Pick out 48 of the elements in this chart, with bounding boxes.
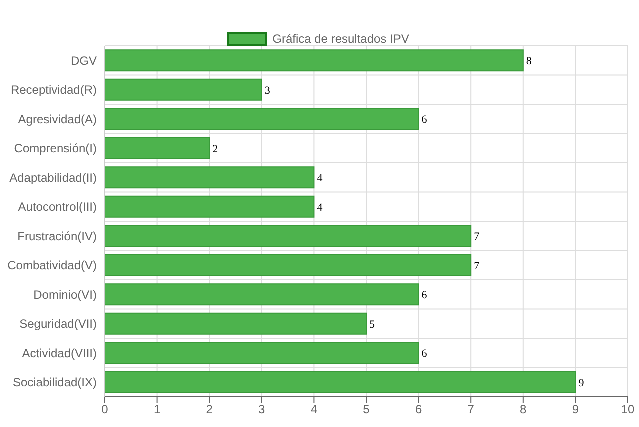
legend-label: Gráfica de resultados IPV bbox=[272, 32, 410, 46]
x-tick-label: 1 bbox=[154, 402, 161, 417]
x-tick-label: 3 bbox=[258, 402, 266, 417]
bar bbox=[105, 137, 210, 160]
bar bbox=[105, 50, 524, 72]
y-tick-label: Autocontrol(III) bbox=[18, 200, 97, 214]
y-tick-label: Dominio(VI) bbox=[34, 288, 97, 302]
y-tick-label: Combatividad(V) bbox=[8, 258, 97, 273]
x-tick-label: 0 bbox=[102, 402, 109, 417]
x-tick-label: 9 bbox=[572, 402, 580, 417]
x-tick-label: 7 bbox=[468, 402, 475, 417]
y-tick-label: Agresividad(A) bbox=[18, 112, 97, 126]
bar bbox=[105, 78, 262, 101]
bar bbox=[105, 312, 367, 335]
x-tick-label: 8 bbox=[520, 402, 528, 417]
data-label: 5 bbox=[370, 318, 376, 331]
y-tick-label: Actividad(VIII) bbox=[22, 346, 97, 360]
data-label: 3 bbox=[264, 84, 271, 97]
bar bbox=[105, 166, 315, 189]
y-tick-label: Adaptabilidad(II) bbox=[10, 170, 97, 185]
data-label: 4 bbox=[317, 172, 324, 184]
bar bbox=[105, 108, 420, 130]
data-label: 7 bbox=[474, 231, 480, 243]
data-label: 2 bbox=[212, 143, 218, 156]
y-tick-label: Sociabilidad(IX) bbox=[12, 376, 97, 390]
data-label: 7 bbox=[474, 260, 480, 272]
data-label: 6 bbox=[422, 348, 428, 360]
bar bbox=[105, 225, 472, 248]
y-tick-label: Seguridad(VII) bbox=[20, 317, 97, 332]
data-label: 8 bbox=[526, 56, 532, 68]
data-label: 4 bbox=[317, 202, 324, 214]
x-tick-label: 10 bbox=[621, 402, 635, 417]
data-label: 6 bbox=[422, 290, 428, 302]
bar bbox=[105, 254, 472, 276]
y-tick-label: Frustración(IV) bbox=[18, 229, 97, 244]
bar bbox=[105, 196, 315, 218]
data-label: 6 bbox=[422, 114, 428, 126]
bar bbox=[105, 371, 576, 394]
y-tick-label: Receptividad(R) bbox=[10, 83, 97, 98]
bar bbox=[105, 284, 420, 306]
x-tick-label: 5 bbox=[363, 402, 370, 417]
y-tick-label: Comprensión(I) bbox=[14, 142, 97, 156]
x-tick-label: 6 bbox=[415, 402, 422, 417]
x-tick-label: 2 bbox=[206, 402, 214, 417]
y-tick-label: DGV bbox=[70, 54, 97, 68]
data-label: 9 bbox=[578, 377, 585, 390]
bar bbox=[105, 342, 420, 364]
x-tick-label: 4 bbox=[310, 402, 318, 417]
